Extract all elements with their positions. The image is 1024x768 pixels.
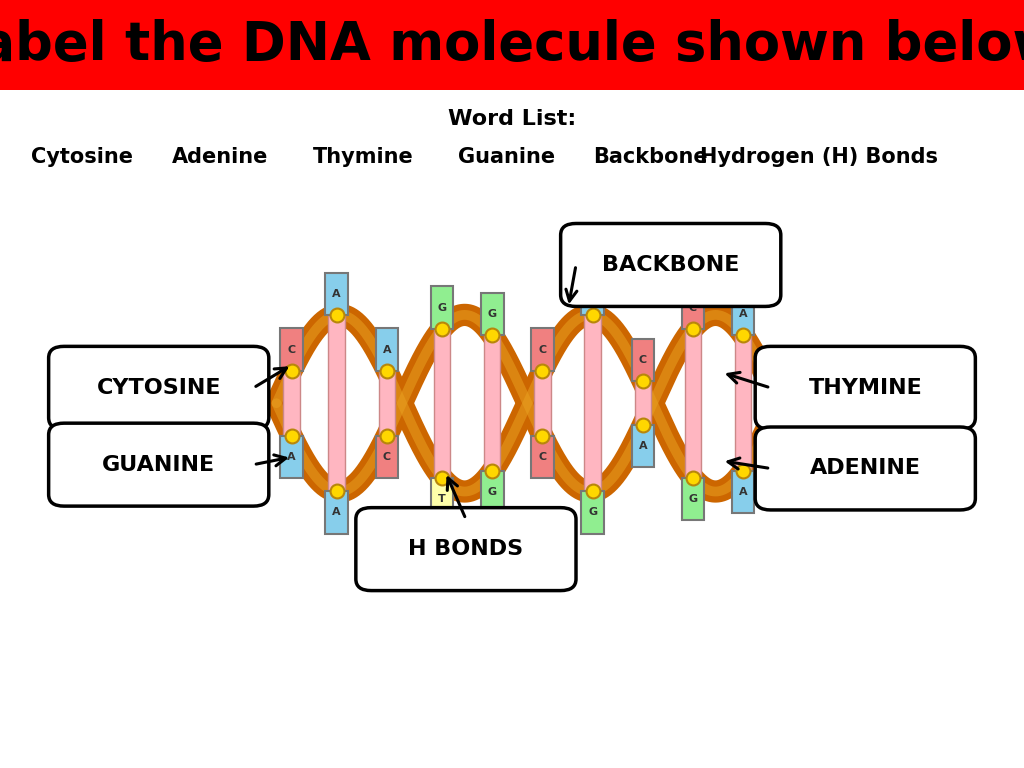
FancyBboxPatch shape [531, 329, 554, 371]
Text: G: G [487, 309, 497, 319]
FancyBboxPatch shape [582, 492, 604, 534]
Text: G: G [487, 488, 497, 498]
Text: ADENINE: ADENINE [810, 458, 921, 478]
FancyBboxPatch shape [585, 315, 601, 492]
FancyBboxPatch shape [326, 492, 348, 534]
Text: G: G [588, 508, 597, 518]
FancyBboxPatch shape [484, 335, 501, 472]
Text: A: A [333, 289, 341, 299]
FancyBboxPatch shape [431, 286, 454, 329]
FancyBboxPatch shape [481, 293, 504, 335]
FancyBboxPatch shape [376, 435, 398, 478]
FancyBboxPatch shape [535, 371, 551, 435]
Text: C: C [689, 303, 697, 313]
Text: A: A [738, 309, 748, 319]
FancyBboxPatch shape [735, 335, 752, 472]
FancyBboxPatch shape [356, 508, 575, 591]
Text: A: A [738, 488, 748, 498]
Text: A: A [383, 345, 391, 355]
Text: Word List:: Word List: [447, 109, 577, 129]
FancyBboxPatch shape [561, 223, 780, 306]
Text: Guanine: Guanine [459, 147, 555, 167]
FancyBboxPatch shape [281, 435, 303, 478]
FancyBboxPatch shape [434, 329, 451, 478]
Text: Hydrogen (H) Bonds: Hydrogen (H) Bonds [700, 147, 938, 167]
FancyBboxPatch shape [281, 329, 303, 371]
FancyBboxPatch shape [329, 315, 345, 492]
Text: Label the DNA molecule shown below.: Label the DNA molecule shown below. [0, 19, 1024, 71]
Text: THYMINE: THYMINE [808, 378, 923, 398]
FancyBboxPatch shape [732, 472, 755, 514]
Text: A: A [588, 289, 597, 299]
FancyBboxPatch shape [732, 293, 755, 335]
Text: Thymine: Thymine [313, 147, 414, 167]
FancyBboxPatch shape [755, 346, 975, 429]
FancyBboxPatch shape [284, 371, 300, 435]
FancyBboxPatch shape [49, 423, 268, 506]
FancyBboxPatch shape [0, 0, 1024, 90]
Text: GUANINE: GUANINE [102, 455, 215, 475]
FancyBboxPatch shape [632, 339, 654, 381]
FancyBboxPatch shape [682, 478, 705, 520]
FancyBboxPatch shape [632, 425, 654, 468]
Text: A: A [638, 442, 647, 452]
Text: CYTOSINE: CYTOSINE [96, 378, 221, 398]
Text: A: A [333, 508, 341, 518]
FancyBboxPatch shape [481, 472, 504, 514]
FancyBboxPatch shape [582, 273, 604, 315]
Text: G: G [688, 494, 697, 504]
FancyBboxPatch shape [755, 427, 975, 510]
Text: A: A [287, 452, 296, 462]
FancyBboxPatch shape [431, 478, 454, 520]
Text: G: G [437, 303, 446, 313]
FancyBboxPatch shape [326, 273, 348, 315]
Text: C: C [539, 345, 547, 355]
Text: H BONDS: H BONDS [409, 539, 523, 559]
FancyBboxPatch shape [635, 381, 651, 425]
Text: Adenine: Adenine [172, 147, 268, 167]
Text: C: C [539, 452, 547, 462]
Text: C: C [288, 345, 296, 355]
Text: T: T [438, 494, 445, 504]
FancyBboxPatch shape [682, 286, 705, 329]
Text: BACKBONE: BACKBONE [602, 255, 739, 275]
FancyBboxPatch shape [685, 329, 701, 478]
Text: C: C [639, 355, 647, 365]
Text: Backbone: Backbone [593, 147, 708, 167]
FancyBboxPatch shape [376, 329, 398, 371]
Text: C: C [383, 452, 391, 462]
FancyBboxPatch shape [379, 371, 395, 435]
Text: Cytosine: Cytosine [31, 147, 133, 167]
FancyBboxPatch shape [531, 435, 554, 478]
FancyBboxPatch shape [49, 346, 268, 429]
